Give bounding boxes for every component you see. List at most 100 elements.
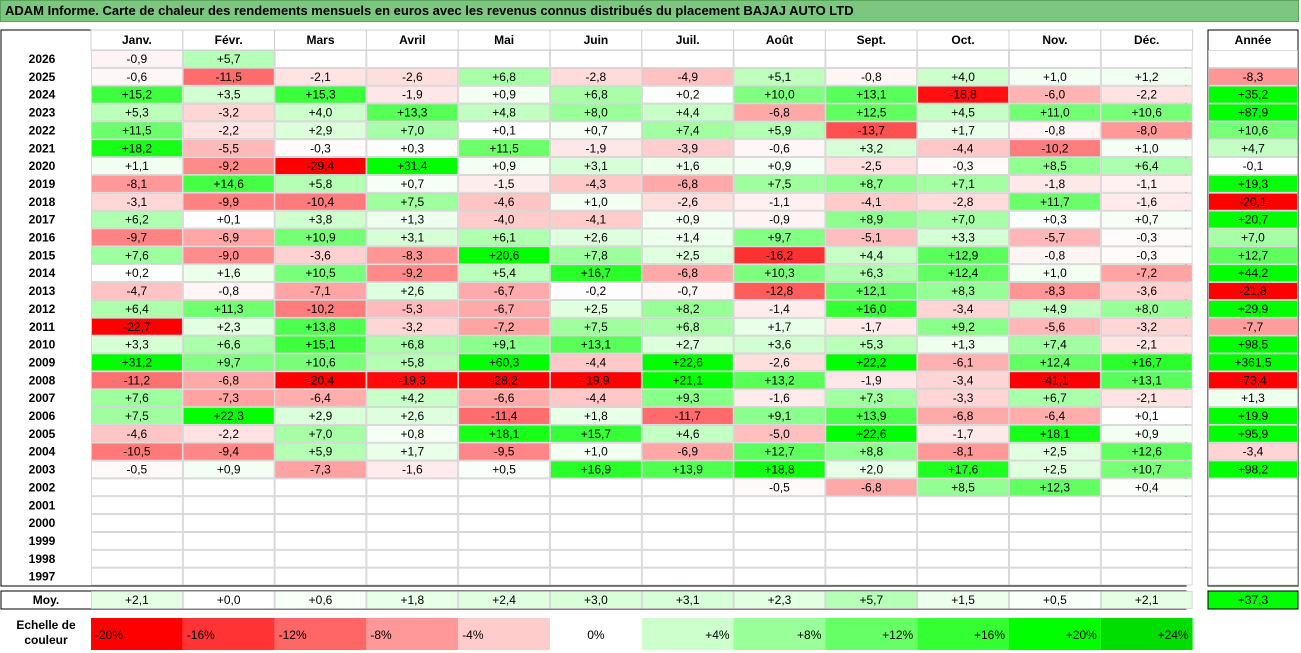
cell-value: -41,1 <box>1041 373 1069 387</box>
cell-value: -2,6 <box>769 355 790 369</box>
heat-cell <box>733 442 826 461</box>
cell-value: +7,4 <box>1043 338 1067 352</box>
heat-cell <box>1009 317 1101 336</box>
average-value: +2,1 <box>125 593 149 607</box>
heat-cell <box>917 139 1009 158</box>
cell-value: +5,7 <box>217 52 241 66</box>
heat-cell <box>641 353 734 372</box>
heat-cell <box>458 175 550 193</box>
cell-value: -5,1 <box>861 231 882 245</box>
heat-cell <box>1100 442 1193 461</box>
year-label: 2006 <box>29 409 56 423</box>
scale-swatch <box>458 618 550 650</box>
cell-value: +3,3 <box>125 338 149 352</box>
heat-cell <box>825 67 918 86</box>
cell-value: -12,8 <box>766 284 794 298</box>
cell-value: -3,1 <box>127 195 148 209</box>
heat-cell <box>366 407 459 425</box>
heat-cell <box>91 407 183 425</box>
heat-cell <box>917 478 1009 497</box>
cell-value: -1,6 <box>769 391 790 405</box>
heat-cell <box>458 371 550 390</box>
cell-value: +10,3 <box>764 266 795 280</box>
heat-cell <box>366 103 459 122</box>
heat-cell <box>825 192 918 211</box>
heat-cell <box>733 460 826 479</box>
cell-value: -6,8 <box>953 409 974 423</box>
heat-cell <box>917 567 1009 586</box>
cell-value: +7,0 <box>951 213 975 227</box>
cell-value: +9,2 <box>951 320 975 334</box>
heat-cell <box>733 549 826 568</box>
average-value: +3,0 <box>584 593 608 607</box>
heat-cell <box>182 532 275 550</box>
heat-cell <box>1100 50 1193 68</box>
heat-cell <box>733 424 826 443</box>
heat-cell <box>1100 460 1193 479</box>
scale-swatch <box>274 618 367 650</box>
annual-cell <box>1208 424 1298 443</box>
heat-cell <box>550 389 642 407</box>
heat-cell <box>1100 192 1193 211</box>
cell-value: +6,4 <box>1135 159 1159 173</box>
heat-cell <box>825 514 918 532</box>
cell-value: -4,1 <box>861 195 882 209</box>
heat-cell <box>917 496 1009 515</box>
heat-cell <box>733 228 826 247</box>
heat-cell <box>274 246 367 265</box>
heat-cell <box>917 157 1009 175</box>
annual-cell <box>1208 549 1298 568</box>
annual-value: -7,7 <box>1243 320 1264 334</box>
scale-swatch <box>825 618 918 650</box>
cell-value: +7,8 <box>584 248 608 262</box>
heat-cell <box>917 246 1009 265</box>
heat-cell <box>825 282 918 300</box>
heat-cell <box>825 442 918 461</box>
cell-value: -6,8 <box>218 373 239 387</box>
cell-value: -8,1 <box>127 177 148 191</box>
cell-value: +1,3 <box>951 338 975 352</box>
month-header: Janv. <box>122 33 152 47</box>
scale-tick-label: +16% <box>974 628 1005 642</box>
heat-cell <box>1009 567 1101 586</box>
average-value: +0,0 <box>217 593 241 607</box>
cell-value: +0,9 <box>217 463 241 477</box>
year-label: 2026 <box>29 52 56 66</box>
cell-value: +2,3 <box>217 320 241 334</box>
cell-value: -6,7 <box>494 284 515 298</box>
year-label: 2018 <box>29 195 56 209</box>
cell-value: +1,7 <box>951 123 975 137</box>
year-label: 2015 <box>29 248 56 262</box>
cell-value: +2,6 <box>400 284 424 298</box>
heat-cell <box>917 335 1009 354</box>
cell-value: +13,2 <box>764 373 795 387</box>
cell-value: +13,9 <box>856 409 887 423</box>
cell-value: +6,8 <box>400 338 424 352</box>
heat-cell <box>182 549 275 568</box>
cell-value: +13,9 <box>673 463 704 477</box>
cell-value: +10,7 <box>1132 463 1163 477</box>
heat-cell <box>733 192 826 211</box>
annual-cell <box>1208 50 1298 68</box>
cell-value: +5,9 <box>768 123 792 137</box>
heat-cell <box>917 514 1009 532</box>
heat-cell <box>641 264 734 282</box>
heat-cell <box>917 407 1009 425</box>
heat-cell <box>733 478 826 497</box>
heat-cell <box>917 460 1009 479</box>
cell-value: +15,2 <box>122 88 153 102</box>
heat-cell <box>1100 246 1193 265</box>
heat-cell <box>825 407 918 425</box>
heat-cell <box>825 460 918 479</box>
cell-value: +7,0 <box>309 427 333 441</box>
heat-cell <box>91 460 183 479</box>
average-cell <box>366 591 459 609</box>
heat-cell <box>182 139 275 158</box>
cell-value: -6,8 <box>769 106 790 120</box>
month-header: Nov. <box>1042 33 1067 47</box>
heat-cell <box>1100 175 1193 193</box>
heat-cell <box>825 210 918 229</box>
heat-cell <box>91 317 183 336</box>
annual-cell <box>1208 264 1298 282</box>
cell-value: +8,9 <box>859 213 883 227</box>
